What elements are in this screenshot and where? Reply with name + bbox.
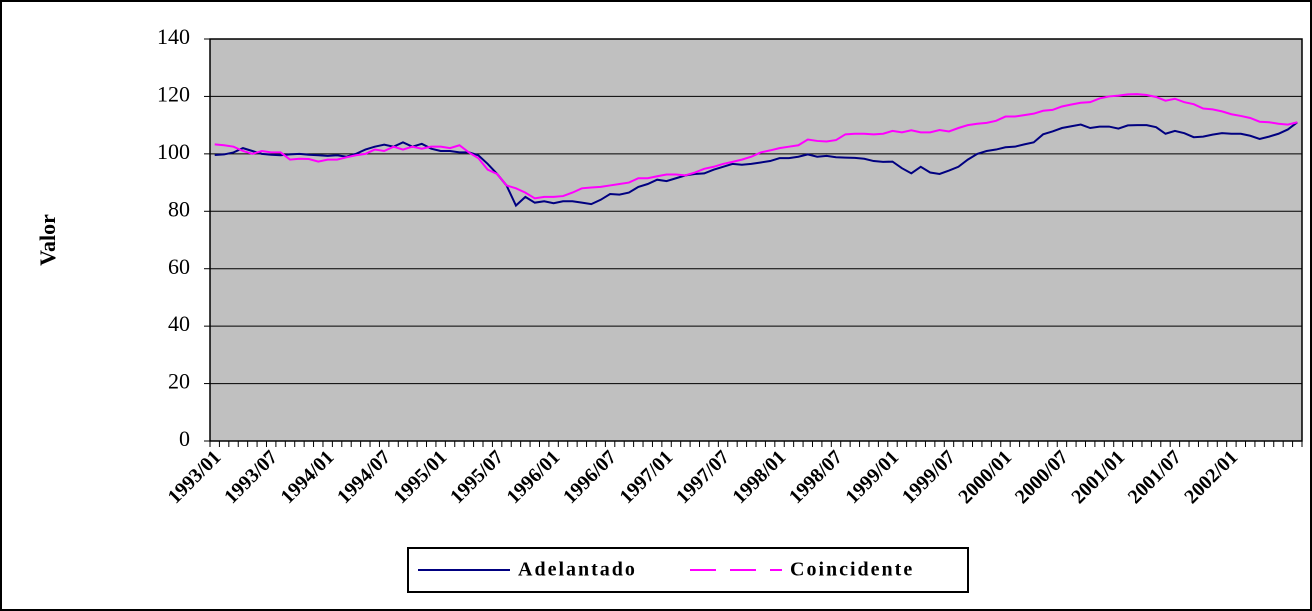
- data-line: [214, 93, 1298, 200]
- y-tick-label: 0: [179, 426, 190, 451]
- y-tick-label: 100: [157, 139, 190, 164]
- y-tick-label: 20: [168, 369, 190, 394]
- y-axis-label: Valor: [35, 214, 60, 266]
- plot-border: [209, 38, 1303, 442]
- plot-area: [210, 39, 1302, 441]
- y-tick-label: 40: [168, 311, 190, 336]
- y-tick-label: 60: [168, 254, 190, 279]
- legend-label: Adelantado: [518, 559, 637, 581]
- data-line: [214, 121, 1298, 208]
- y-tick-label: 80: [168, 196, 190, 221]
- y-tick-label: 140: [157, 24, 190, 49]
- legend-label: Coincidente: [790, 559, 914, 581]
- y-tick-label: 120: [157, 81, 190, 106]
